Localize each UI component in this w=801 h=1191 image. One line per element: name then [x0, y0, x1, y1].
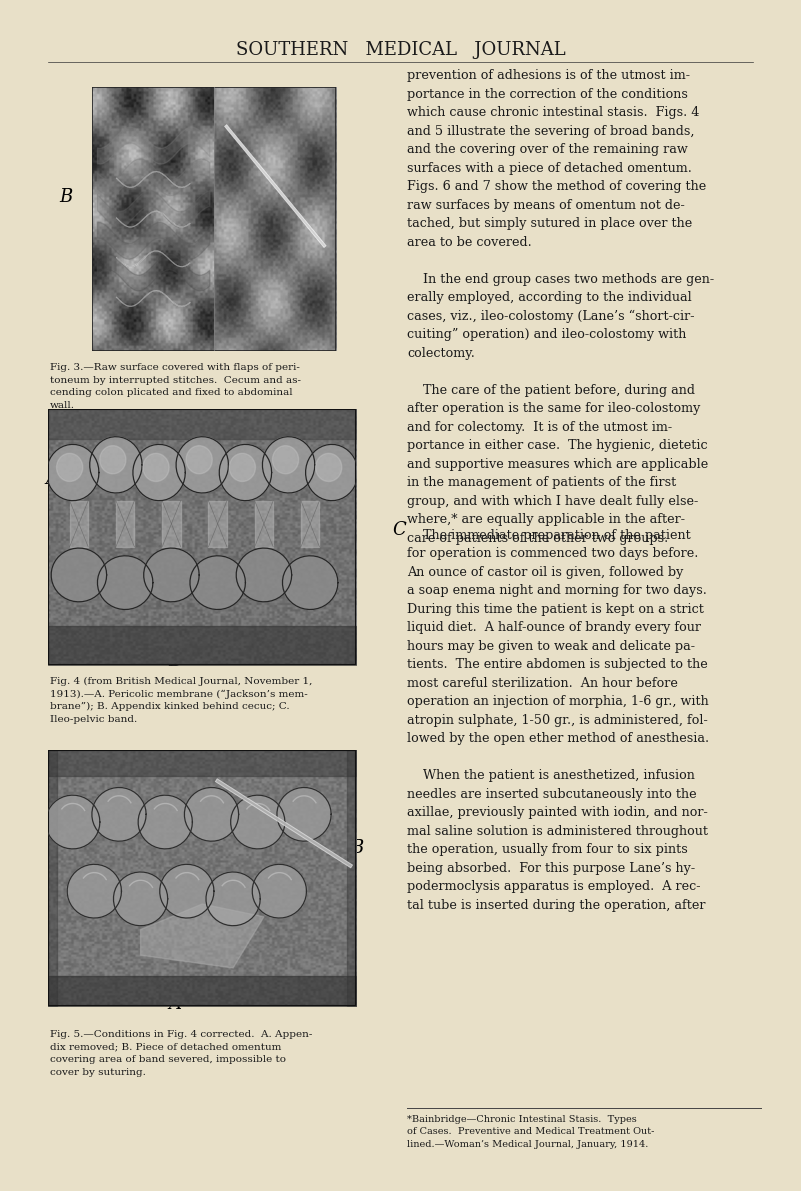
Polygon shape: [90, 437, 142, 493]
Text: The immediate preparation of the patient
for operation is commenced two days bef: The immediate preparation of the patient…: [407, 529, 709, 912]
Polygon shape: [316, 454, 342, 481]
Polygon shape: [141, 904, 264, 968]
Polygon shape: [283, 556, 338, 610]
Polygon shape: [229, 454, 256, 481]
Polygon shape: [231, 796, 285, 849]
Polygon shape: [236, 548, 292, 601]
Polygon shape: [186, 445, 212, 474]
Polygon shape: [100, 445, 126, 474]
Text: Fig. 4 (from British Medical Journal, November 1,
1913).—A. Pericolic membrane (: Fig. 4 (from British Medical Journal, No…: [50, 676, 312, 724]
Polygon shape: [176, 437, 228, 493]
Polygon shape: [114, 872, 167, 925]
Polygon shape: [98, 556, 153, 610]
Text: *Bainbridge—Chronic Intestinal Stasis.  Types
of Cases.  Preventive and Medical : *Bainbridge—Chronic Intestinal Stasis. T…: [407, 1115, 654, 1149]
Polygon shape: [263, 437, 315, 493]
Polygon shape: [306, 444, 358, 500]
Polygon shape: [133, 444, 185, 500]
Polygon shape: [143, 454, 169, 481]
Polygon shape: [272, 445, 299, 474]
Text: Fig. 5.—Conditions in Fig. 4 corrected.  A. Appen-
dix removed; B. Piece of deta: Fig. 5.—Conditions in Fig. 4 corrected. …: [50, 1030, 312, 1077]
Polygon shape: [57, 454, 83, 481]
Text: B: B: [59, 187, 72, 206]
Polygon shape: [252, 865, 307, 918]
Text: SOUTHERN   MEDICAL   JOURNAL: SOUTHERN MEDICAL JOURNAL: [235, 40, 566, 60]
Polygon shape: [67, 865, 122, 918]
Text: Fig. 3.—Raw surface covered with flaps of peri-
toneum by interrupted stitches. : Fig. 3.—Raw surface covered with flaps o…: [50, 363, 300, 410]
Polygon shape: [51, 548, 107, 601]
Polygon shape: [139, 796, 192, 849]
Polygon shape: [46, 444, 99, 500]
Text: prevention of adhesions is of the utmost im-
portance in the correction of the c: prevention of adhesions is of the utmost…: [407, 69, 714, 545]
Text: B: B: [168, 651, 181, 671]
Polygon shape: [46, 796, 100, 849]
Text: A: A: [168, 994, 181, 1014]
Polygon shape: [277, 787, 331, 841]
Polygon shape: [143, 548, 199, 601]
Polygon shape: [190, 556, 245, 610]
Polygon shape: [184, 787, 239, 841]
Polygon shape: [159, 865, 214, 918]
Polygon shape: [92, 787, 146, 841]
Polygon shape: [219, 444, 272, 500]
Text: A: A: [46, 469, 58, 488]
Text: B: B: [351, 838, 364, 858]
Text: A: A: [314, 312, 327, 331]
Text: C: C: [392, 520, 406, 540]
Polygon shape: [206, 872, 260, 925]
